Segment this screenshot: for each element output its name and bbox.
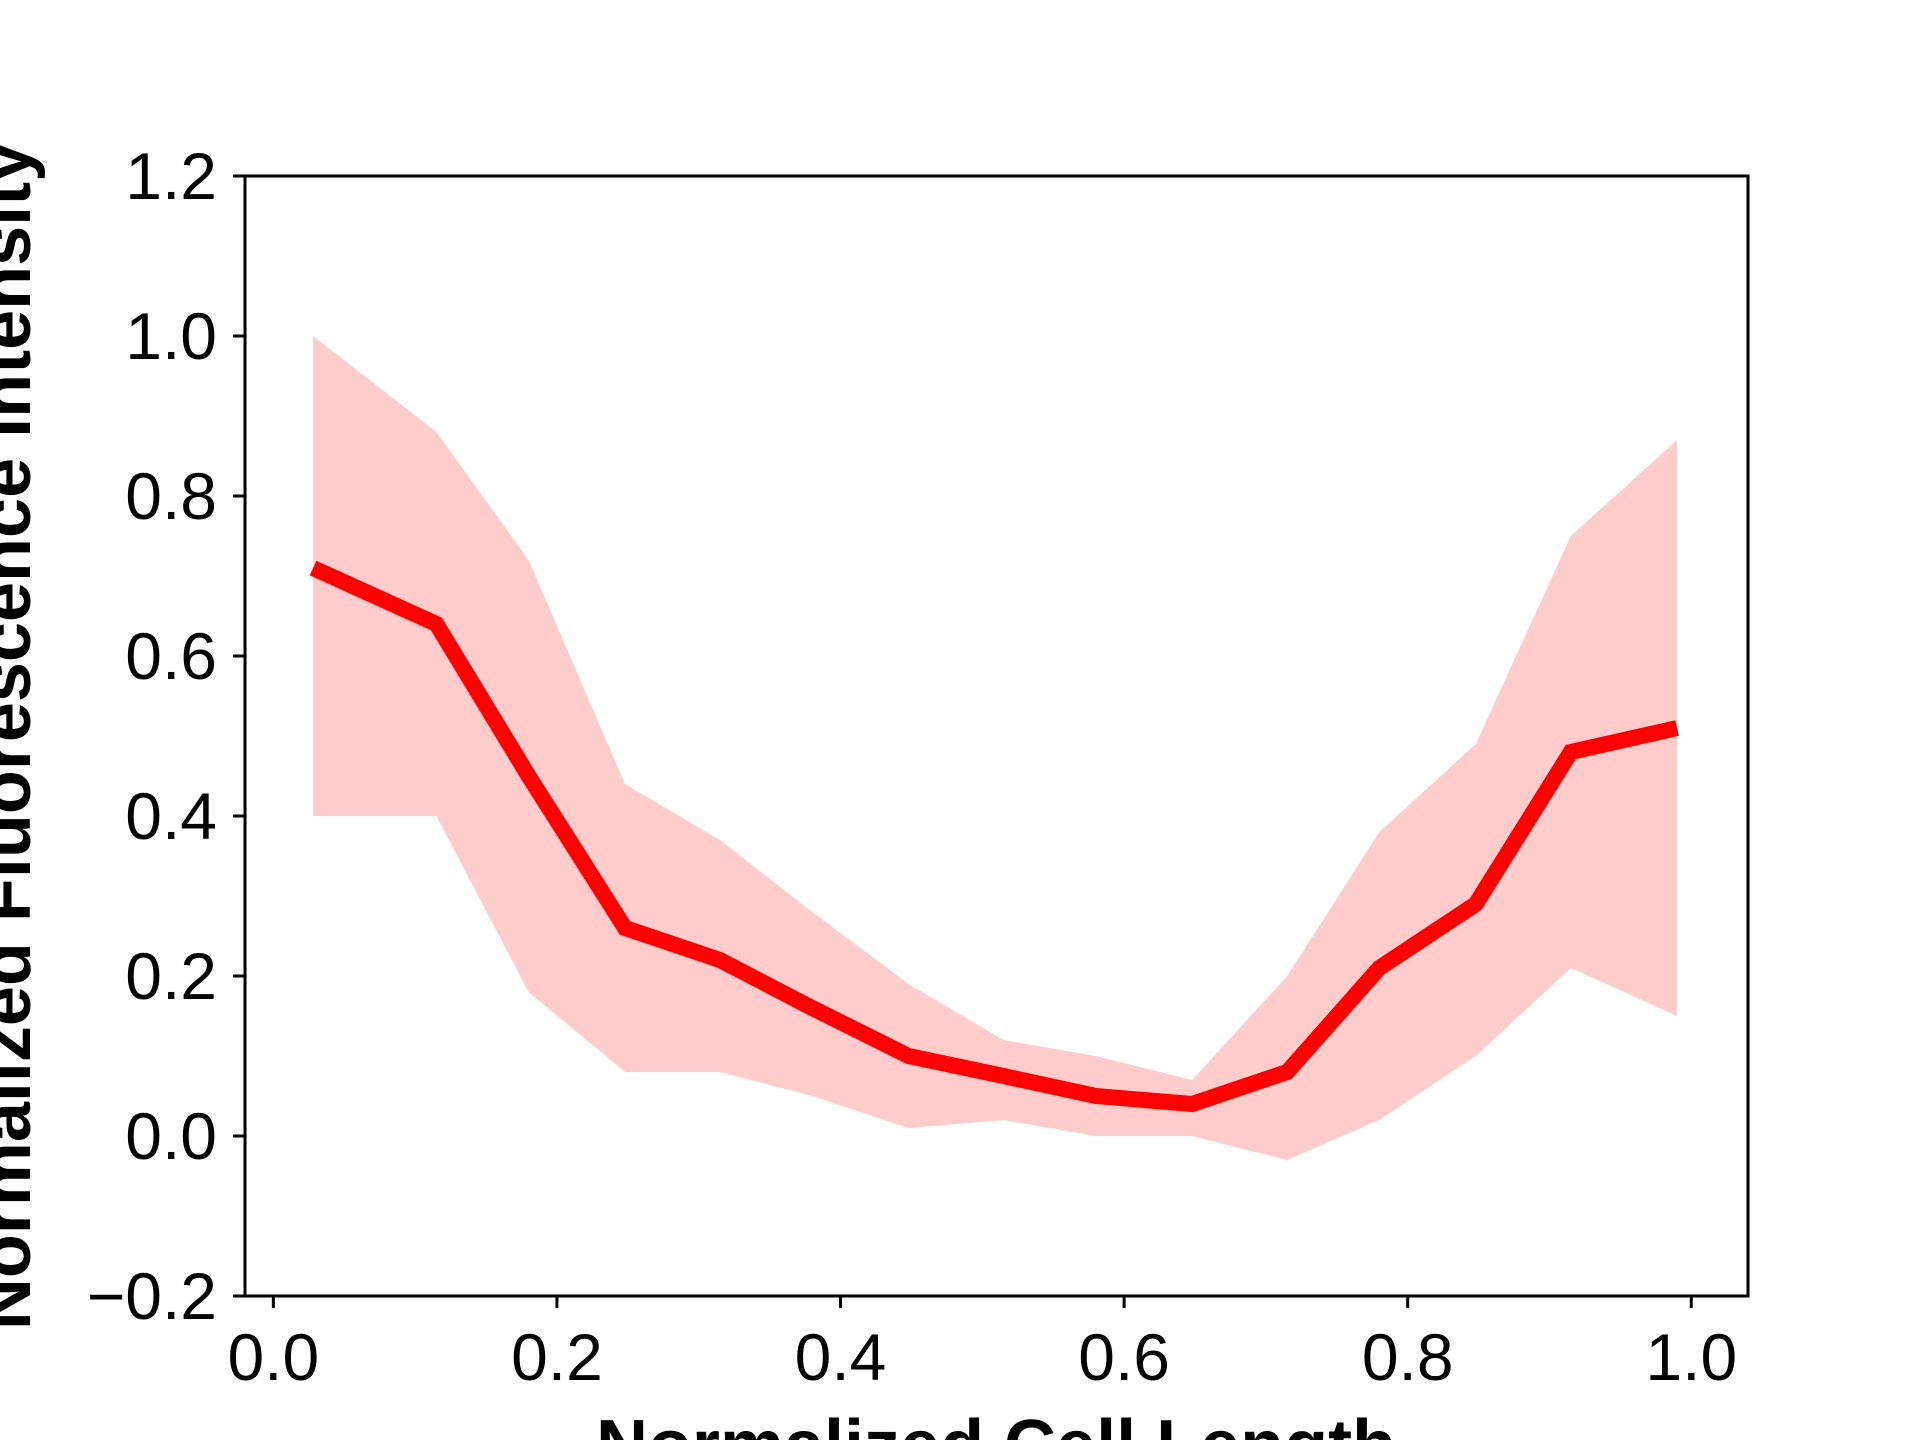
- y-tick-label: −0.2: [87, 1259, 217, 1333]
- y-tick-label: 0.4: [125, 779, 217, 853]
- series-line: [309, 560, 1679, 1113]
- x-tick-label: 0.0: [227, 1320, 319, 1394]
- x-axis: 0.0 0.2 0.4 0.6 0.8 1.0: [227, 1296, 1737, 1394]
- x-tick-label: 0.8: [1362, 1320, 1454, 1394]
- x-tick-label: 1.0: [1645, 1320, 1737, 1394]
- x-tick-label: 0.4: [795, 1320, 887, 1394]
- x-tick-label: 0.6: [1078, 1320, 1170, 1394]
- x-tick-label: 0.2: [511, 1320, 603, 1394]
- y-tick-label: 0.8: [125, 459, 217, 533]
- series-line-layer: [309, 560, 1679, 1113]
- y-tick-label: 0.0: [125, 1099, 217, 1173]
- y-tick-label: 1.2: [125, 139, 217, 213]
- y-tick-label: 0.2: [125, 939, 217, 1013]
- y-tick-label: 1.0: [125, 299, 217, 373]
- y-tick-label: 0.6: [125, 619, 217, 693]
- y-axis-label: Normalized Fluorescence Intensity: [0, 142, 46, 1330]
- x-axis-label: Normalized Cell Length: [596, 1406, 1396, 1440]
- y-axis: −0.2 0.0 0.2 0.4 0.6 0.8 1.0 1.2: [87, 139, 245, 1333]
- confidence-band: [313, 336, 1678, 1160]
- confidence-band-layer: [313, 336, 1678, 1160]
- plot-area-frame: [243, 174, 1750, 1298]
